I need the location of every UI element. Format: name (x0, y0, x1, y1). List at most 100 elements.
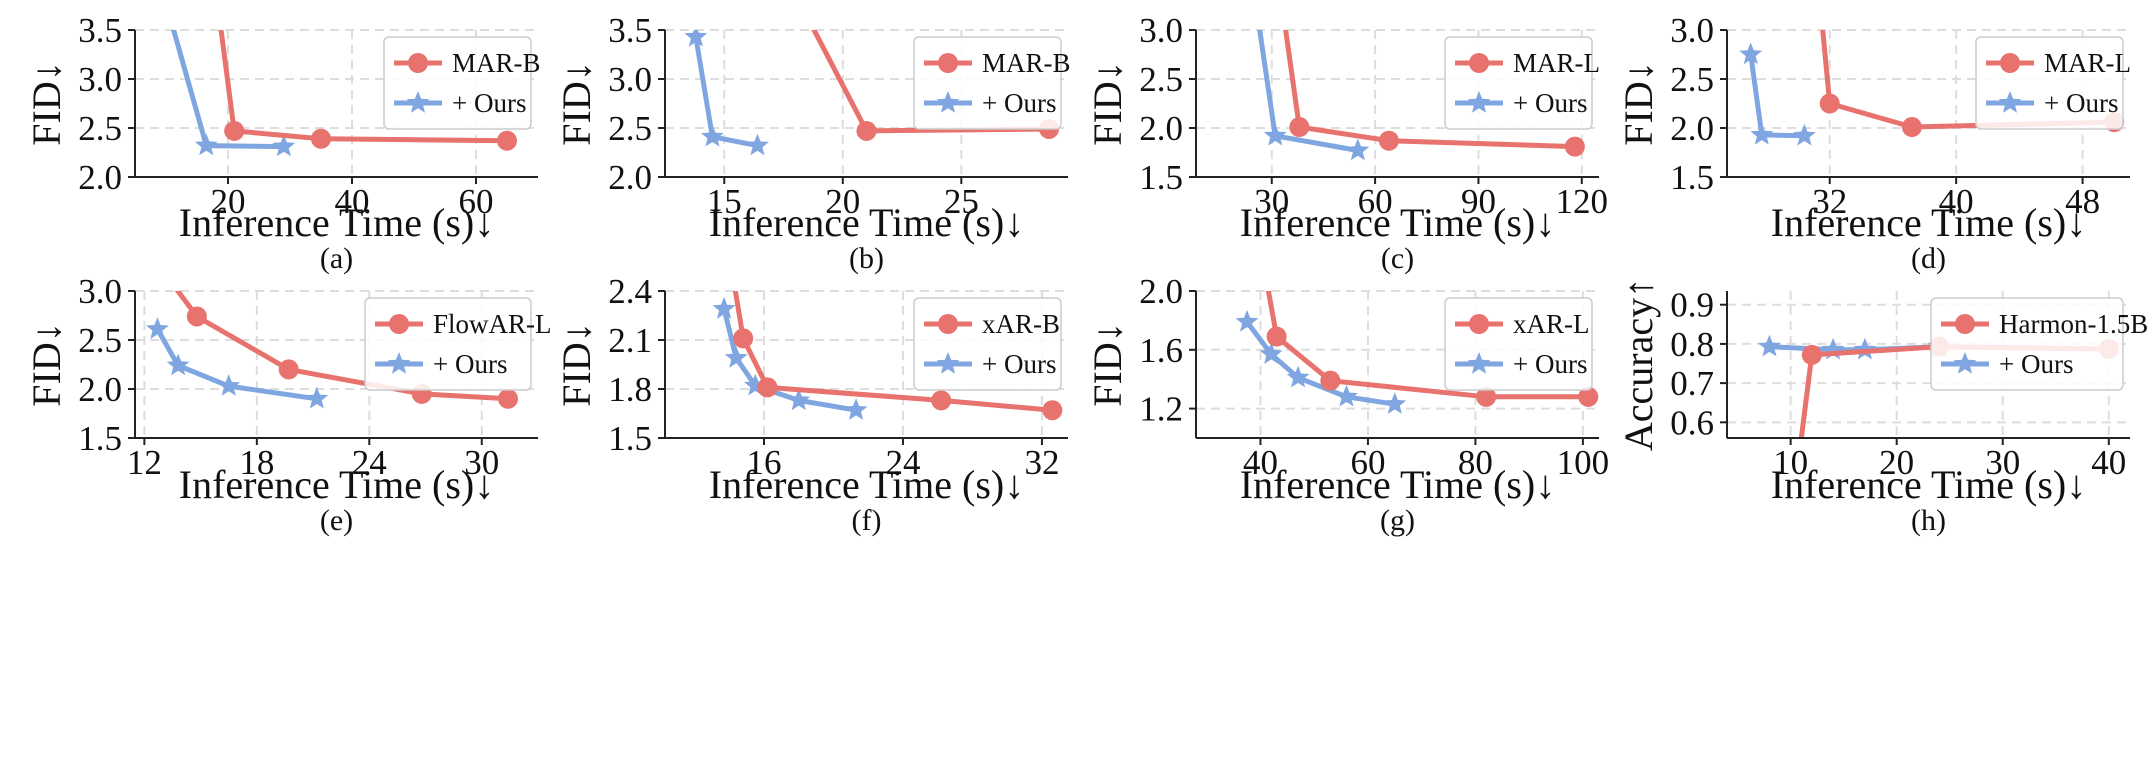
data-point (1750, 122, 1774, 145)
legend-marker (1469, 53, 1489, 73)
x-tick-label: 18 (239, 443, 274, 482)
subplot-caption: (e) (320, 504, 353, 537)
series-line (218, 30, 508, 144)
y-tick-label: 2.0 (1670, 109, 1714, 148)
data-point (146, 317, 169, 339)
x-tick-label: 16 (747, 443, 782, 482)
legend-label: Harmon-1.5B (1999, 309, 2148, 339)
legend-label: MAR-L (1513, 48, 1600, 78)
data-point (1320, 370, 1341, 391)
x-tick-label: 24 (885, 443, 920, 482)
legend: FlowAR-L + Ours (364, 297, 552, 391)
data-point (1286, 365, 1310, 388)
x-tick-label: 30 (1254, 182, 1289, 221)
x-tick-label: 40 (2091, 443, 2126, 482)
legend-label: + Ours (452, 88, 526, 118)
y-tick-label: 1.5 (1670, 158, 1714, 197)
data-point (1335, 384, 1358, 407)
subplot-caption: (g) (1380, 504, 1415, 537)
data-point (278, 359, 299, 380)
y-tick-label: 1.2 (1139, 390, 1183, 429)
data-point (844, 398, 868, 420)
data-point (224, 120, 245, 141)
series-line (1748, 54, 1805, 139)
y-tick-label: 3.0 (1139, 11, 1183, 50)
series-line (693, 36, 758, 149)
y-tick-label: 2.5 (78, 321, 122, 360)
legend-label: xAR-B (982, 309, 1060, 339)
data-point (1758, 334, 1781, 357)
data-point (856, 120, 877, 141)
data-point (1793, 123, 1816, 146)
subplot-caption: (d) (1911, 242, 1946, 275)
x-tick-label: 40 (335, 182, 370, 221)
data-point (746, 133, 769, 156)
data-point (305, 386, 329, 409)
data-point (1819, 93, 1840, 114)
data-point (1042, 400, 1063, 421)
series-group (146, 291, 519, 409)
legend-marker (408, 53, 428, 73)
chart-7: 40 60 80 100 1.2 1.6 2.0 Inference Time (s)↓ FID… (1085, 252, 1609, 537)
data-point (1289, 117, 1310, 138)
data-point (1346, 138, 1370, 161)
series-group (1235, 252, 1599, 414)
x-tick-label: 15 (707, 182, 742, 221)
chart-4: 32 40 48 1.5 2.0 2.5 3.0 Inference Time (s)↓ FID… (1616, 11, 2131, 275)
y-axis-label: FID↓ (24, 61, 69, 145)
data-point (1564, 136, 1585, 157)
y-tick-label: 2.1 (608, 321, 652, 360)
y-tick-label: 2.5 (1670, 60, 1714, 99)
y-tick-label: 1.5 (608, 419, 652, 458)
data-point (272, 134, 296, 157)
legend-marker (2000, 53, 2020, 73)
subplot-caption: (c) (1381, 242, 1414, 275)
subplot-caption: (h) (1911, 504, 1946, 537)
y-axis-label: FID↓ (1616, 61, 1661, 145)
subplot-caption: (b) (849, 242, 884, 275)
data-point (712, 297, 736, 319)
y-tick-label: 3.0 (78, 60, 122, 99)
y-tick-label: 2.0 (1139, 109, 1183, 148)
legend-marker (1998, 91, 2022, 113)
legend-marker (1467, 352, 1491, 374)
legend: MAR-B + Ours (913, 36, 1071, 130)
legend: Harmon-1.5B + Ours (1930, 297, 2148, 391)
legend-marker (1469, 314, 1489, 334)
y-tick-label: 2.0 (78, 370, 122, 409)
data-point (1901, 117, 1922, 138)
data-point (724, 346, 748, 368)
x-tick-label: 32 (1024, 443, 1059, 482)
data-point (1263, 123, 1287, 146)
x-tick-label: 20 (1879, 443, 1914, 482)
y-tick-label: 0.6 (1670, 403, 1714, 442)
y-tick-label: 0.9 (1670, 286, 1714, 325)
data-point (217, 374, 241, 396)
data-point (1801, 344, 1822, 365)
y-axis-label: FID↓ (1085, 61, 1130, 145)
legend-marker (938, 314, 958, 334)
x-tick-label: 25 (944, 182, 979, 221)
y-tick-label: 2.5 (78, 109, 122, 148)
legend-label: + Ours (982, 349, 1056, 379)
data-point (1253, 252, 1273, 272)
legend-label: MAR-B (452, 48, 541, 78)
legend-label: MAR-L (2044, 48, 2131, 78)
data-point (1235, 309, 1259, 332)
series-group (171, 30, 517, 157)
data-point (186, 306, 207, 327)
series-line (155, 327, 318, 402)
x-tick-label: 120 (1556, 182, 1609, 221)
x-tick-label: 90 (1461, 182, 1496, 221)
x-tick-label: 80 (1458, 443, 1493, 482)
y-tick-label: 1.5 (1139, 158, 1183, 197)
legend-label: MAR-B (982, 48, 1071, 78)
legend-label: + Ours (1513, 88, 1587, 118)
data-point (931, 390, 952, 411)
x-tick-label: 32 (1812, 182, 1847, 221)
legend-marker (936, 91, 960, 113)
y-tick-label: 3.5 (78, 11, 122, 50)
series-group (712, 291, 1063, 421)
